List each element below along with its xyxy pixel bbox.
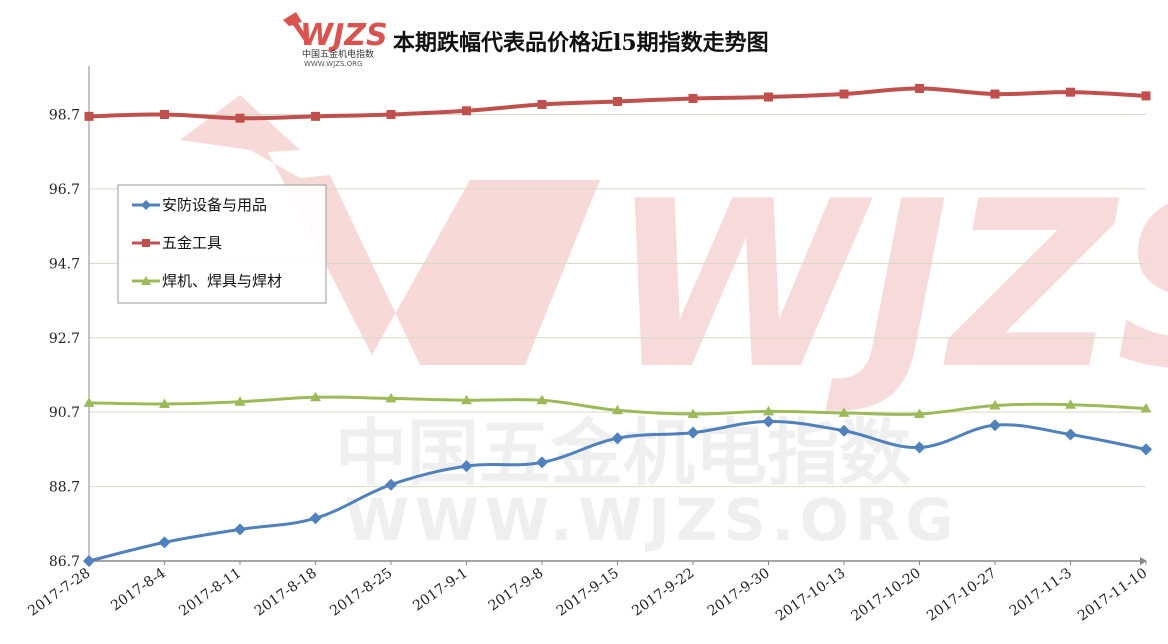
data-point <box>234 523 246 536</box>
data-point <box>83 397 95 407</box>
x-tick-label: 2017-9-8 <box>486 565 547 614</box>
legend-label-2: 五金工具 <box>162 234 222 252</box>
data-point <box>913 441 926 454</box>
data-point <box>385 392 397 403</box>
series-layer <box>83 83 1152 567</box>
x-tick-label: 2017-10-20 <box>848 565 923 624</box>
chart-title: 本期跌幅代表品价格近l5期指数走势图 <box>393 30 769 56</box>
x-axis-arrow-icon <box>1140 557 1147 565</box>
data-point <box>84 111 94 121</box>
watermark-cn: 中国五金机电指数 <box>335 411 911 495</box>
data-point <box>838 407 850 417</box>
wjzs-logo: WJZS 中国五金机电指数 WWW.WJZS.ORG <box>283 12 388 68</box>
data-point <box>461 394 472 405</box>
data-point <box>687 426 699 439</box>
data-point <box>460 460 473 473</box>
data-point <box>989 419 1001 432</box>
legend-item-1: 安防设备与用品 <box>132 196 267 214</box>
x-tick-label: 2017-8-25 <box>327 565 395 619</box>
data-point <box>1064 428 1077 441</box>
logo-arrow-icon <box>283 12 312 45</box>
data-point <box>385 478 397 491</box>
data-point <box>311 111 320 121</box>
x-tick-label: 2017-7-28 <box>25 565 93 619</box>
data-point <box>536 394 548 405</box>
x-tick-label: 2017-10-13 <box>773 565 848 624</box>
data-point <box>763 405 774 416</box>
x-tick-label: 2017-9-1 <box>410 565 471 614</box>
data-point <box>914 408 925 419</box>
watermark: WJZS 中国五金机电指数 WWW.WJZS.ORG <box>180 95 1168 554</box>
data-point <box>989 399 1001 410</box>
data-point <box>915 83 924 93</box>
watermark-url: WWW.WJZS.ORG <box>345 486 959 554</box>
data-point <box>234 396 246 406</box>
data-point <box>83 555 95 567</box>
data-point <box>1140 443 1152 456</box>
x-tick-label: 2017-10-27 <box>924 565 999 624</box>
data-point <box>764 92 773 102</box>
data-point <box>612 404 623 415</box>
data-point <box>688 94 698 104</box>
series-2 <box>84 83 1151 123</box>
data-point <box>160 110 169 119</box>
legend-label-3: 焊机、焊具与焊材 <box>162 272 282 290</box>
y-tick-label: 96.7 <box>49 182 80 198</box>
data-point <box>159 398 170 408</box>
series-3 <box>83 391 1152 419</box>
y-tick-label: 90.7 <box>49 405 80 421</box>
x-tick-label: 2017-8-11 <box>176 565 244 619</box>
data-point <box>462 106 471 116</box>
data-point <box>1140 402 1152 413</box>
data-point <box>158 536 171 549</box>
data-point <box>838 424 850 437</box>
legend-item-2: 五金工具 <box>132 234 222 252</box>
data-point <box>310 391 321 402</box>
logo-text: WJZS <box>300 18 388 53</box>
x-tick-label: 2017-8-4 <box>108 565 169 614</box>
data-point <box>386 110 396 119</box>
legend: 安防设备与用品 五金工具 焊机、焊具与焊材 <box>117 184 327 304</box>
legend-item-3: 焊机、焊具与焊材 <box>132 272 282 290</box>
x-tick-label: 2017-9-30 <box>705 565 773 619</box>
data-point <box>536 456 548 469</box>
watermark-main: WJZS <box>610 153 1168 420</box>
data-point <box>1065 399 1076 409</box>
x-tick-label: 2017-11-10 <box>1075 565 1150 624</box>
x-tick-label: 2017-9-15 <box>554 565 622 619</box>
logo-sub-cn: 中国五金机电指数 <box>302 48 374 60</box>
y-tick-label: 86.7 <box>49 554 80 570</box>
data-point <box>1066 87 1075 97</box>
x-tick-label: 2017-9-22 <box>629 565 697 619</box>
y-tick-label: 94.7 <box>49 256 80 272</box>
data-point <box>1141 91 1151 101</box>
data-point <box>839 89 849 99</box>
data-point <box>235 113 245 123</box>
y-tick-label: 88.7 <box>49 480 80 496</box>
data-point <box>613 96 622 106</box>
data-point <box>537 99 547 109</box>
data-point <box>762 415 775 428</box>
data-point <box>309 512 322 525</box>
legend-marker-triangle-icon <box>141 276 151 285</box>
logo-sub-url: WWW.WJZS.ORG <box>304 60 362 68</box>
legend-marker-square-icon <box>142 239 150 247</box>
x-tick-label: 2017-8-18 <box>252 565 320 619</box>
data-point <box>687 408 699 419</box>
y-tick-label: 98.7 <box>49 108 80 124</box>
data-point <box>990 89 1000 99</box>
series-1 <box>83 415 1152 567</box>
legend-label-1: 安防设备与用品 <box>162 196 267 214</box>
data-point <box>611 432 624 445</box>
watermark-arrow-shape <box>180 95 600 365</box>
legend-marker-diamond-icon <box>141 200 151 210</box>
y-tick-label: 92.7 <box>49 331 80 347</box>
x-tick-label: 2017-11-3 <box>1007 565 1075 619</box>
